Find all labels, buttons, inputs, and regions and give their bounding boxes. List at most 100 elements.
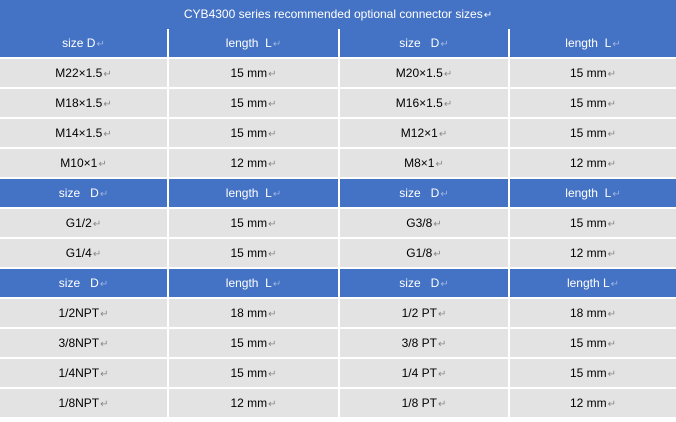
paragraph-mark: ↵ — [268, 99, 277, 110]
table-cell: 15 mm↵ — [510, 329, 676, 357]
table-cell: 1/4 PT↵ — [340, 359, 508, 387]
table-cell: 15 mm↵ — [169, 119, 338, 147]
paragraph-mark: ↵ — [100, 369, 109, 380]
table-cell: M16×1.5↵ — [340, 89, 508, 117]
header-label: length L — [565, 186, 612, 200]
header-cell: size D↵ — [340, 179, 508, 207]
cell-value: 12 mm — [569, 246, 607, 260]
table-row: M22×1.5↵ 15 mm↵ M20×1.5↵ 15 mm↵ — [0, 59, 676, 89]
paragraph-mark: ↵ — [437, 309, 447, 320]
cell-value: 15 mm — [230, 126, 268, 140]
table-cell: G1/2↵ — [0, 209, 167, 237]
table-cell: 1/8 PT↵ — [340, 389, 508, 417]
paragraph-mark: ↵ — [96, 39, 105, 50]
table-cell: 18 mm↵ — [169, 299, 338, 327]
paragraph-mark: ↵ — [99, 189, 109, 200]
table-cell: 15 mm↵ — [169, 59, 338, 87]
table-row: M18×1.5↵ 15 mm↵ M16×1.5↵ 15 mm↵ — [0, 89, 676, 119]
paragraph-mark: ↵ — [268, 369, 277, 380]
table-cell: 1/2NPT↵ — [0, 299, 167, 327]
paragraph-mark: ↵ — [103, 129, 112, 140]
header-cell: length L↵ — [510, 29, 676, 57]
paragraph-mark: ↵ — [443, 99, 453, 110]
cell-value: 18 mm — [230, 306, 268, 320]
header-label: size D — [399, 186, 440, 200]
header-label: length L — [225, 36, 272, 50]
cell-value: 15 mm — [569, 126, 607, 140]
cell-value: M8×1 — [404, 156, 435, 170]
header-row: size D↵ length L↵ size D↵ length L↵ — [0, 29, 676, 59]
table-row: G1/2↵ 15 mm↵ G3/8↵ 15 mm↵ — [0, 209, 676, 239]
table-cell: 3/8NPT↵ — [0, 329, 167, 357]
table-cell: G1/8↵ — [340, 239, 508, 267]
table-cell: 15 mm↵ — [169, 209, 338, 237]
cell-value: 1/2NPT — [58, 306, 100, 320]
table-cell: 12 mm↵ — [510, 149, 676, 177]
header-cell: length L↵ — [169, 29, 338, 57]
paragraph-mark: ↵ — [99, 279, 109, 290]
paragraph-mark: ↵ — [440, 279, 449, 290]
cell-value: 1/8 PT — [401, 396, 437, 410]
header-label: size D — [62, 36, 96, 50]
header-row: size D↵ length L↵ size D↵ length L↵ — [0, 179, 676, 209]
table-cell: M20×1.5↵ — [340, 59, 508, 87]
paragraph-mark: ↵ — [607, 219, 617, 230]
table-cell: 15 mm↵ — [169, 359, 338, 387]
table-body: size D↵ length L↵ size D↵ length L↵ M22×1.5↵… — [0, 29, 676, 419]
header-cell: length L↵ — [169, 269, 338, 297]
paragraph-mark: ↵ — [437, 339, 447, 350]
cell-value: 1/2 PT — [401, 306, 437, 320]
paragraph-mark: ↵ — [440, 39, 449, 50]
header-label: length L — [225, 276, 272, 290]
paragraph-mark: ↵ — [92, 219, 102, 230]
table-cell: 15 mm↵ — [510, 209, 676, 237]
cell-value: 15 mm — [569, 336, 607, 350]
table-row: 1/2NPT↵ 18 mm↵ 1/2 PT↵ 18 mm↵ — [0, 299, 676, 329]
paragraph-mark: ↵ — [103, 99, 112, 110]
cell-value: G3/8 — [406, 216, 433, 230]
header-cell: size D↵ — [0, 269, 167, 297]
table-cell: 12 mm↵ — [169, 149, 338, 177]
paragraph-mark: ↵ — [268, 69, 277, 80]
cell-value: 12 mm — [230, 156, 268, 170]
paragraph-mark: ↵ — [268, 309, 277, 320]
cell-value: 12 mm — [230, 396, 268, 410]
header-label: size D — [399, 276, 440, 290]
header-label: length L — [566, 276, 610, 290]
cell-value: 15 mm — [230, 246, 268, 260]
table-cell: 15 mm↵ — [510, 359, 676, 387]
cell-value: 15 mm — [569, 216, 607, 230]
header-label: length L — [565, 36, 612, 50]
paragraph-mark: ↵ — [100, 309, 109, 320]
cell-value: 15 mm — [230, 366, 268, 380]
table-cell: 12 mm↵ — [169, 389, 338, 417]
paragraph-mark: ↵ — [607, 339, 617, 350]
table-row: 3/8NPT↵ 15 mm↵ 3/8 PT↵ 15 mm↵ — [0, 329, 676, 359]
paragraph-mark: ↵ — [438, 129, 448, 140]
paragraph-mark: ↵ — [433, 219, 442, 230]
cell-value: 3/8NPT — [58, 336, 100, 350]
paragraph-mark: ↵ — [607, 69, 617, 80]
table-row: 1/8NPT↵ 12 mm↵ 1/8 PT↵ 12 mm↵ — [0, 389, 676, 419]
table-row: 1/4NPT↵ 15 mm↵ 1/4 PT↵ 15 mm↵ — [0, 359, 676, 389]
cell-value: 1/4 PT — [401, 366, 437, 380]
cell-value: 15 mm — [569, 66, 607, 80]
table-cell: 18 mm↵ — [510, 299, 676, 327]
cell-value: 15 mm — [230, 216, 268, 230]
header-label: size D — [399, 36, 440, 50]
paragraph-mark: ↵ — [435, 159, 444, 170]
table-cell: M14×1.5↵ — [0, 119, 167, 147]
table-cell: 15 mm↵ — [510, 59, 676, 87]
table-cell: 12 mm↵ — [510, 389, 676, 417]
paragraph-mark: ↵ — [103, 69, 112, 80]
header-cell: size D↵ — [340, 269, 508, 297]
table-cell: G1/4↵ — [0, 239, 167, 267]
paragraph-mark: ↵ — [443, 69, 453, 80]
cell-value: 15 mm — [569, 96, 607, 110]
table-cell: 15 mm↵ — [169, 89, 338, 117]
table-cell: M18×1.5↵ — [0, 89, 167, 117]
paragraph-mark: ↵ — [612, 39, 621, 50]
cell-value: G1/8 — [406, 246, 433, 260]
cell-value: G1/2 — [65, 216, 92, 230]
cell-value: M16×1.5 — [395, 96, 443, 110]
